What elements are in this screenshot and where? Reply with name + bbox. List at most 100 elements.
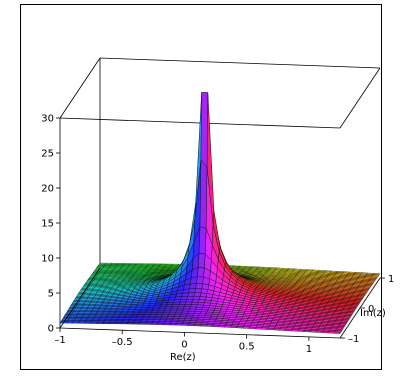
- surface-patch: [97, 309, 105, 312]
- surface-patch: [114, 322, 122, 325]
- surface-patch: [186, 296, 195, 300]
- surface-patch: [138, 322, 147, 325]
- surface-patch: [163, 323, 171, 326]
- surface-patch: [137, 314, 145, 317]
- surface-patch: [116, 264, 124, 266]
- surface-patch: [290, 329, 299, 332]
- surface-patch: [189, 306, 197, 310]
- surface-patch: [78, 321, 86, 324]
- surface-patch: [124, 314, 133, 317]
- surface-patch: [134, 307, 142, 310]
- surface-patch: [178, 304, 186, 307]
- surface-patch: [151, 322, 159, 325]
- surface-patch: [130, 316, 138, 318]
- x-tick-label: 1: [306, 344, 312, 355]
- surface-patch: [139, 309, 148, 312]
- x-tick-label: 0: [181, 339, 187, 350]
- surface-patch: [151, 310, 159, 313]
- box-edge: [339, 67, 381, 129]
- x-tick-label: –1: [54, 335, 65, 346]
- surface-patch: [90, 274, 98, 277]
- surface-patch: [133, 265, 142, 268]
- z-tick-label: 15: [41, 219, 54, 230]
- surface-patch: [284, 329, 293, 332]
- surface-patch: [94, 314, 102, 317]
- surface-patch: [230, 325, 238, 328]
- surface-patch: [80, 307, 89, 309]
- surface-patch: [151, 308, 160, 312]
- surface-patch: [195, 283, 203, 289]
- surface-patch: [190, 276, 198, 285]
- surface-patch: [181, 292, 189, 297]
- surface-patch: [169, 310, 177, 314]
- surface-patch: [91, 272, 100, 274]
- surface-patch: [303, 330, 311, 333]
- surface-patch: [184, 304, 192, 308]
- surface-patch: [173, 299, 182, 303]
- surface-patch: [72, 310, 81, 312]
- surface-patch: [188, 308, 196, 312]
- surface-patch: [194, 288, 202, 294]
- surface-patch: [146, 307, 155, 310]
- box-edge: [59, 327, 341, 339]
- surface-patch: [138, 310, 147, 313]
- surface-patch: [75, 315, 83, 318]
- surface-patch: [180, 296, 189, 300]
- surface-patch: [102, 266, 110, 269]
- x-tick-label: –0.5: [112, 337, 133, 348]
- surface-patch: [164, 321, 172, 324]
- surface-patch: [97, 273, 105, 276]
- surface-patch: [111, 316, 120, 318]
- surface-patch: [101, 267, 110, 270]
- surface-patch: [175, 323, 183, 326]
- surface-patch: [92, 271, 101, 273]
- surface-patch: [158, 306, 167, 310]
- surface-patch: [157, 310, 165, 313]
- surface-patch: [131, 312, 140, 315]
- surface-patch: [166, 316, 175, 319]
- surface-patch: [109, 320, 117, 323]
- surface-patch: [156, 312, 164, 315]
- surface-patch: [114, 311, 122, 314]
- surface-patch: [191, 301, 199, 305]
- surface-patch: [185, 299, 194, 303]
- box-edge: [59, 267, 101, 329]
- x-tick-label: 0.5: [239, 342, 255, 353]
- surface-patch: [172, 301, 181, 305]
- surface-patch: [162, 312, 170, 315]
- surface-patch: [205, 324, 214, 327]
- surface-patch: [142, 316, 150, 319]
- surface-patch: [74, 307, 83, 309]
- surface-patch: [171, 304, 180, 307]
- surface-patch: [84, 320, 93, 323]
- surface-patch: [165, 318, 174, 321]
- surface-patch: [327, 331, 336, 334]
- surface-patch: [157, 322, 165, 325]
- surface-patch: [297, 329, 305, 332]
- surface-patch: [89, 275, 97, 278]
- surface-patch: [82, 314, 90, 317]
- surface-patch: [315, 330, 323, 333]
- surface-patch: [167, 314, 176, 317]
- surface-patch: [123, 263, 131, 265]
- surface-patch: [70, 304, 78, 307]
- surface-patch: [177, 306, 185, 310]
- surface-patch: [143, 314, 151, 317]
- surface-patch: [83, 313, 91, 315]
- surface-patch: [168, 312, 176, 315]
- surface-patch: [153, 317, 162, 320]
- surface-patch: [122, 319, 130, 322]
- surface-patch: [126, 266, 135, 269]
- surface-patch: [114, 266, 123, 269]
- surface-patch: [118, 314, 127, 317]
- surface-patch: [278, 328, 287, 331]
- surface-patch: [110, 319, 118, 321]
- surface-patch: [121, 265, 130, 268]
- surface-patch: [333, 331, 342, 334]
- surface-patch: [102, 322, 110, 324]
- surface-patch: [198, 253, 206, 269]
- surface-patch: [104, 271, 113, 273]
- surface-patch: [224, 325, 232, 328]
